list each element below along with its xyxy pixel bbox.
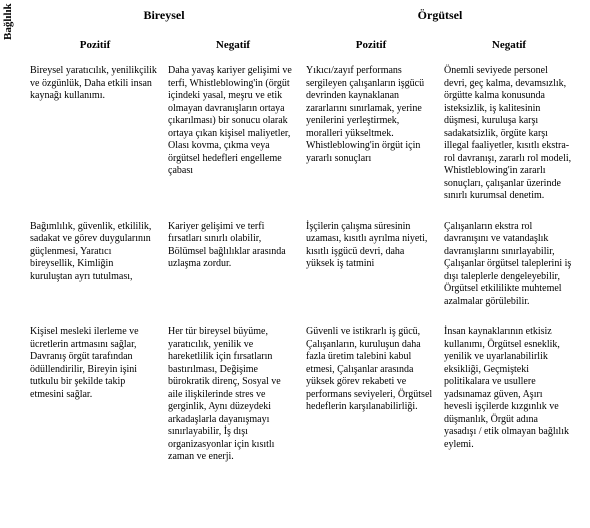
subheader-negatif-1: Negatif bbox=[164, 31, 302, 61]
header-row-sub: Pozitif Negatif Pozitif Negatif bbox=[26, 31, 578, 61]
table-grid: Bireysel Örgütsel Pozitif Negatif Poziti… bbox=[26, 2, 582, 478]
axis-label-baglilik: Bağlılık bbox=[2, 3, 14, 40]
header-bireysel: Bireysel bbox=[26, 2, 302, 31]
cell-r2-c3: İnsan kaynaklarının etkisiz kullanımı, Ö… bbox=[440, 322, 578, 478]
header-orgutsel: Örgütsel bbox=[302, 2, 578, 31]
subheader-negatif-2: Negatif bbox=[440, 31, 578, 61]
cell-r2-c0: Kişisel mesleki ilerleme ve ücretlerin a… bbox=[26, 322, 164, 478]
cell-r1-c0: Bağımlılık, güvenlik, etkililik, sadakat… bbox=[26, 217, 164, 323]
cell-r1-c3: Çalışanların ekstra rol davranışını ve v… bbox=[440, 217, 578, 323]
cell-r2-c1: Her tür bireysel büyüme, yaratıcılık, ye… bbox=[164, 322, 302, 478]
cell-r2-c2: Güvenli ve istikrarlı iş gücü, Çalışanla… bbox=[302, 322, 440, 478]
cell-r1-c2: İşçilerin çalışma süresinin uzaması, kıs… bbox=[302, 217, 440, 323]
subheader-pozitif-1: Pozitif bbox=[26, 31, 164, 61]
subheader-pozitif-2: Pozitif bbox=[302, 31, 440, 61]
table-row: Bağımlılık, güvenlik, etkililik, sadakat… bbox=[26, 217, 578, 323]
table-page: Bağlılık Bireysel Örgütsel Pozitif Negat… bbox=[0, 0, 590, 528]
cell-r1-c1: Kariyer gelişimi ve terfi fırsatları sın… bbox=[164, 217, 302, 323]
table-row: Bireysel yaratıcılık, yenilikçilik ve öz… bbox=[26, 61, 578, 217]
header-row-top: Bireysel Örgütsel bbox=[26, 2, 578, 31]
cell-r0-c2: Yıkıcı/zayıf performans sergileyen çalış… bbox=[302, 61, 440, 217]
cell-r0-c3: Önemli seviyede personel devri, geç kalm… bbox=[440, 61, 578, 217]
table-row: Kişisel mesleki ilerleme ve ücretlerin a… bbox=[26, 322, 578, 478]
cell-r0-c1: Daha yavaş kariyer gelişimi ve terfi, Wh… bbox=[164, 61, 302, 217]
cell-r0-c0: Bireysel yaratıcılık, yenilikçilik ve öz… bbox=[26, 61, 164, 217]
